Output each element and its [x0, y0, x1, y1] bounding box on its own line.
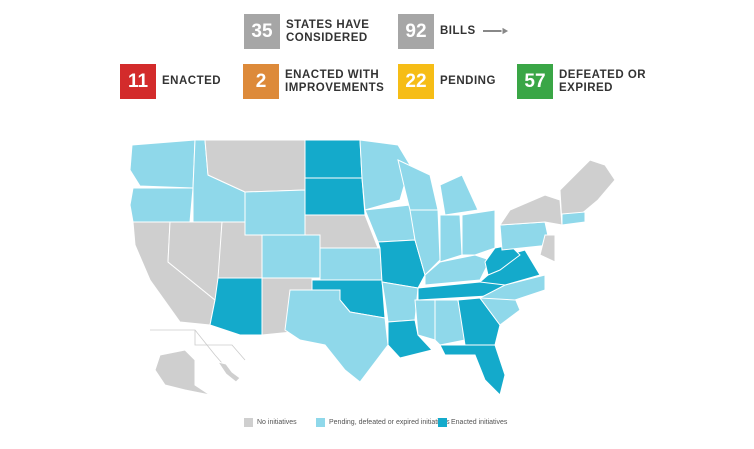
- stat-label: BILLS: [440, 25, 476, 37]
- stat-label: STATES HAVE CONSIDERED: [286, 18, 370, 44]
- legend-item: No initiatives: [244, 418, 297, 427]
- stat-number: 57: [517, 64, 553, 99]
- us-states: [129, 139, 616, 396]
- stat-number: 35: [244, 14, 280, 49]
- stat-number: 22: [398, 64, 434, 99]
- stat-number: 92: [398, 14, 434, 49]
- stat-number: 2: [243, 64, 279, 99]
- stat-label: ENACTED: [162, 75, 222, 87]
- stat-label: PENDING: [440, 75, 496, 87]
- legend-label: Pending, defeated or expired initiatives: [329, 419, 450, 426]
- arrow: [483, 26, 511, 36]
- legend-item: Pending, defeated or expired initiatives: [316, 418, 450, 427]
- stat-label: DEFEATED OR EXPIRED: [559, 68, 647, 94]
- insets: [150, 329, 246, 396]
- stat-label: ENACTED WITH IMPROVEMENTS: [285, 68, 385, 94]
- legend-label: Enacted initiatives: [451, 419, 508, 426]
- legend-label: No initiatives: [257, 419, 297, 426]
- stat-number: 11: [120, 64, 156, 99]
- legend-item: Enacted initiatives: [438, 418, 507, 427]
